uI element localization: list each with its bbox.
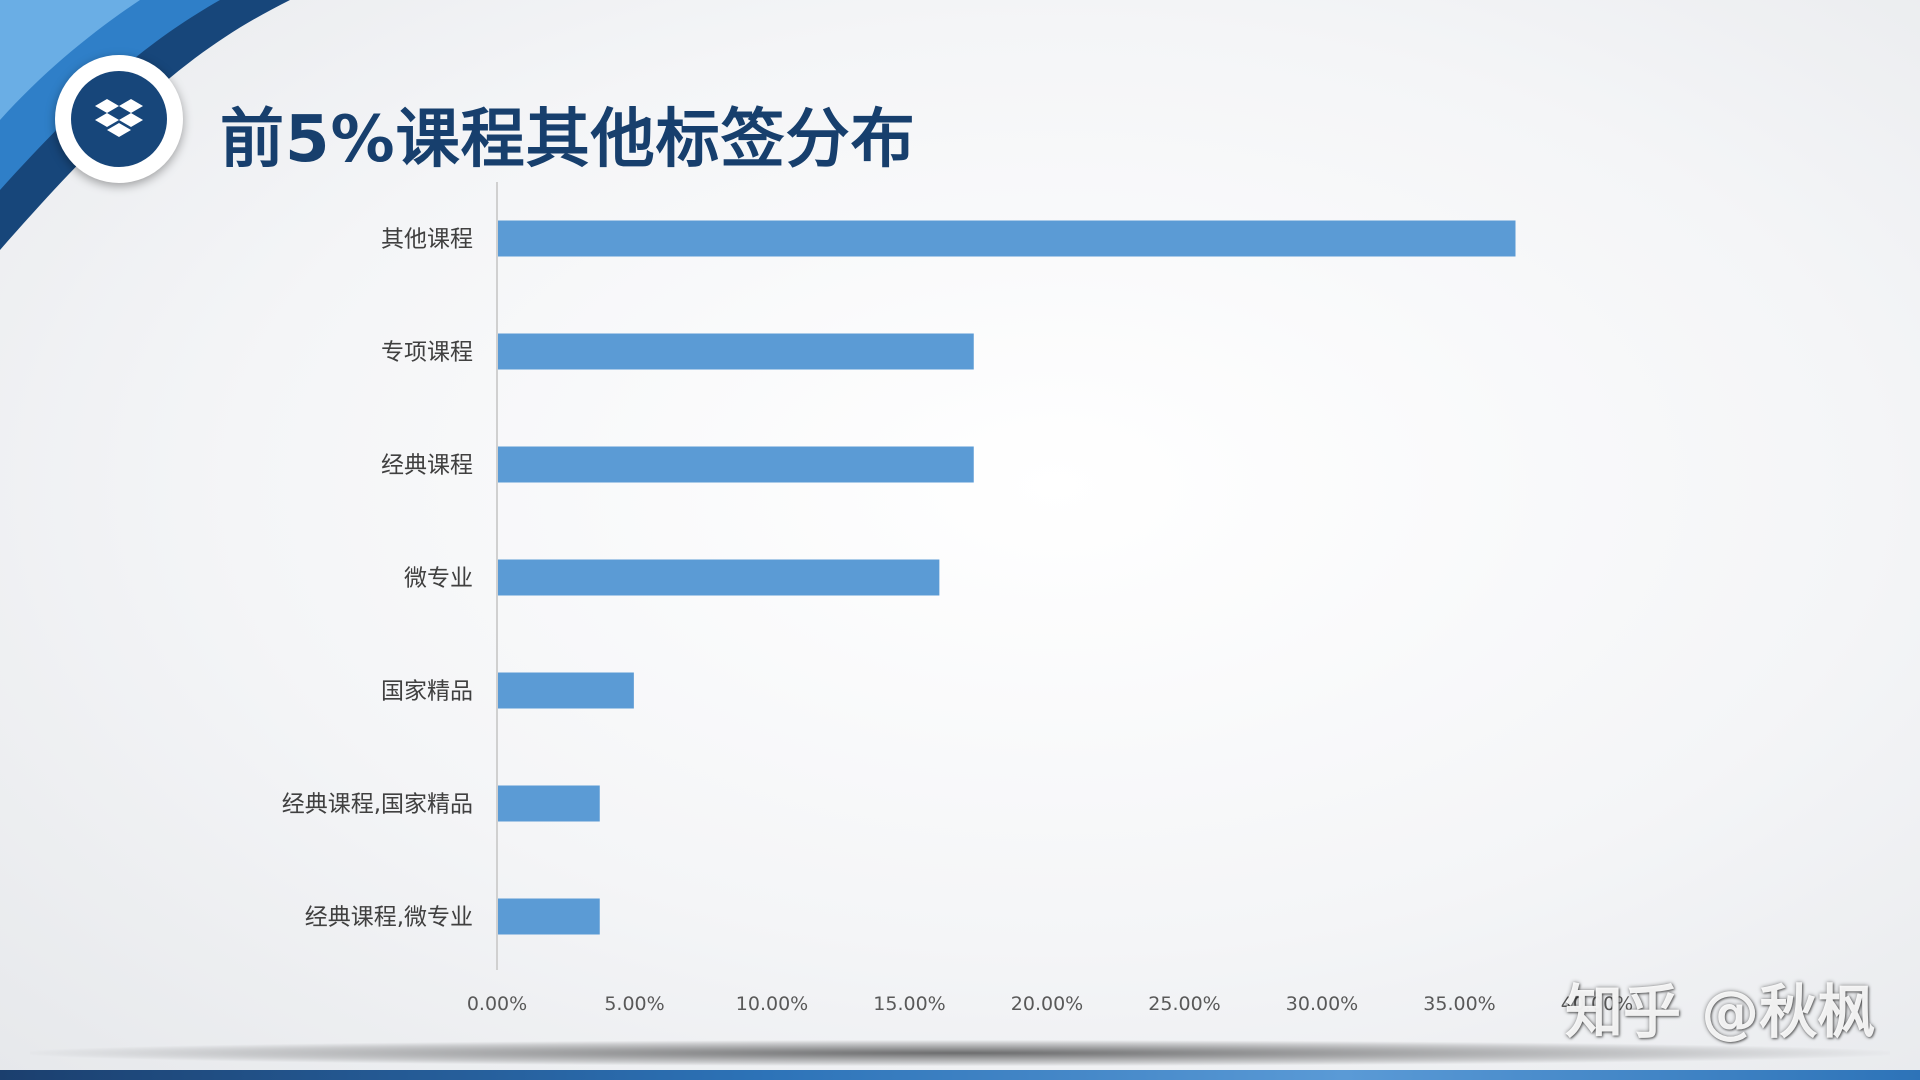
category-label: 专项课程 — [381, 340, 473, 366]
x-tick-labels: 0.00% 5.00% 10.00% 15.00% 20.00% 25.00% 30.00%… — [467, 993, 1633, 1015]
x-tick-label: 5.00% — [604, 993, 664, 1015]
x-tick-label: 25.00% — [1148, 993, 1220, 1015]
bar-1 — [498, 333, 974, 370]
bar-6 — [498, 898, 600, 935]
category-label: 国家精品 — [381, 679, 473, 705]
bottom-shadow — [30, 1040, 1890, 1066]
x-tick-label: 40.00% — [1561, 993, 1633, 1015]
bar-2 — [498, 446, 974, 483]
bottom-accent-bar — [0, 1070, 1920, 1080]
bar-3 — [498, 559, 940, 596]
page-title: 前5%课程其他标签分布 — [220, 103, 916, 177]
x-tick-label: 15.00% — [873, 993, 945, 1015]
bars-layer — [498, 220, 1516, 935]
watermark-text: 知乎 @秋枫 — [1565, 978, 1876, 1046]
dropbox-box-icon — [95, 99, 143, 137]
category-label: 经典课程 — [381, 453, 473, 479]
x-tick-label: 30.00% — [1286, 993, 1358, 1015]
x-tick-label: 35.00% — [1423, 993, 1495, 1015]
bar-0 — [498, 220, 1516, 257]
category-label: 经典课程,国家精品 — [282, 792, 473, 818]
x-tick-label: 10.00% — [736, 993, 808, 1015]
logo-badge — [55, 55, 183, 183]
bar-4 — [498, 672, 634, 709]
category-label: 经典课程,微专业 — [305, 905, 473, 931]
bar-5 — [498, 785, 600, 822]
category-label: 其他课程 — [381, 227, 473, 253]
logo-circle — [71, 71, 167, 167]
category-label: 微专业 — [404, 566, 473, 592]
x-tick-label: 0.00% — [467, 993, 527, 1015]
corner-decoration — [0, 0, 290, 250]
x-tick-label: 20.00% — [1011, 993, 1083, 1015]
